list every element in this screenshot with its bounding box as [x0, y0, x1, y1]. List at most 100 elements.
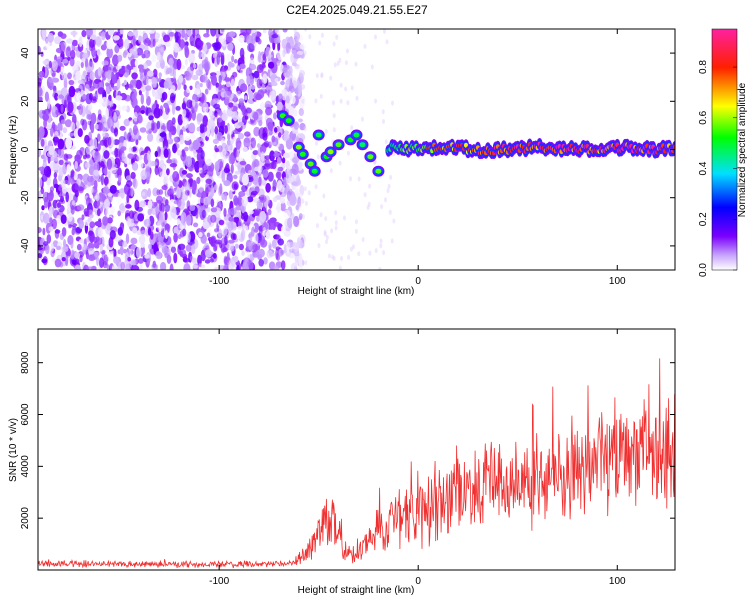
noise-cell	[259, 210, 267, 223]
noise-cell	[257, 38, 262, 45]
noise-cell	[60, 119, 66, 125]
noise-cell	[166, 119, 174, 132]
noise-cell	[94, 123, 99, 130]
noise-cell	[210, 29, 217, 37]
noise-cell	[107, 69, 112, 80]
noise-cell	[228, 189, 234, 200]
noise-cell	[123, 79, 127, 85]
noise-cell	[87, 248, 95, 255]
noise-cell	[86, 114, 92, 120]
noise-cell	[220, 29, 225, 33]
noise-cell	[238, 243, 244, 251]
noise-cell	[38, 86, 43, 97]
noise-cell	[332, 41, 336, 47]
noise-cell	[344, 86, 348, 92]
noise-cell	[269, 217, 277, 223]
noise-cell	[217, 110, 223, 116]
noise-cell	[267, 208, 272, 216]
noise-cell	[169, 185, 174, 195]
noise-cell	[241, 195, 249, 207]
snr-x-ticks: -100 0 100	[209, 329, 626, 587]
noise-cell	[159, 132, 167, 138]
noise-cell	[158, 87, 165, 93]
noise-cell	[204, 259, 211, 264]
noise-cell	[210, 185, 214, 197]
noise-cell	[130, 259, 137, 266]
noise-cell	[272, 179, 277, 192]
noise-cell	[76, 243, 82, 251]
noise-cell	[128, 146, 133, 153]
noise-cell	[193, 88, 201, 95]
noise-cell	[125, 175, 132, 181]
noise-cell	[291, 95, 296, 105]
noise-cell	[129, 120, 134, 127]
noise-cell	[282, 67, 288, 73]
noise-cell	[206, 232, 211, 238]
noise-cell	[62, 127, 68, 134]
noise-cell	[168, 32, 176, 37]
noise-cell	[38, 227, 42, 234]
noise-cell	[184, 181, 191, 192]
noise-cell	[60, 104, 64, 114]
noise-cell	[140, 93, 144, 105]
noise-cell	[222, 247, 228, 253]
noise-cell	[86, 197, 91, 207]
noise-cell	[271, 34, 279, 39]
noise-cell	[49, 186, 55, 193]
noise-cell	[202, 221, 210, 230]
noise-cell	[293, 31, 301, 41]
noise-cell	[357, 251, 361, 257]
signal-core	[367, 154, 374, 160]
noise-cell	[83, 208, 90, 216]
noise-cell	[71, 42, 76, 52]
spectrogram-x-label: Height of straight line (km)	[298, 286, 415, 297]
noise-cell	[176, 143, 180, 149]
noise-cell	[44, 91, 50, 102]
noise-cell	[349, 176, 352, 182]
noise-cell	[262, 169, 269, 178]
signal-core	[285, 118, 292, 124]
noise-cell	[198, 231, 203, 238]
noise-cell	[298, 213, 303, 220]
noise-cell	[40, 138, 45, 147]
noise-cell	[219, 67, 227, 72]
noise-cell	[269, 252, 275, 257]
noise-cell	[186, 87, 191, 94]
noise-cell	[248, 233, 252, 238]
noise-cell	[303, 50, 307, 56]
noise-cell	[189, 85, 193, 91]
noise-cell	[51, 59, 58, 72]
noise-cell	[155, 103, 159, 109]
noise-cell	[109, 106, 116, 112]
noise-cell	[107, 29, 114, 36]
noise-cell	[123, 259, 130, 270]
noise-cell	[125, 248, 133, 257]
noise-cell	[318, 40, 322, 46]
noise-cell	[276, 180, 283, 191]
noise-cell	[230, 78, 236, 91]
noise-cell	[222, 267, 226, 270]
noise-cell	[214, 228, 220, 233]
noise-cell	[163, 80, 169, 89]
colorbar-label: Normalized spectral amplitude	[737, 82, 748, 217]
noise-cell	[276, 60, 281, 66]
noise-cell	[188, 52, 196, 64]
noise-cell	[131, 162, 139, 171]
noise-cell	[107, 217, 113, 224]
noise-cell	[181, 29, 186, 38]
noise-cell	[198, 63, 204, 73]
noise-cell	[287, 217, 293, 229]
noise-cell	[63, 238, 67, 248]
noise-cell	[54, 36, 62, 45]
noise-cell	[174, 31, 179, 43]
noise-cell	[315, 140, 318, 146]
y-tick-label: -40	[20, 238, 31, 253]
noise-cell	[38, 166, 46, 172]
noise-cell	[113, 256, 120, 264]
noise-cell	[115, 95, 123, 101]
noise-cell	[392, 218, 396, 224]
noise-cell	[38, 96, 43, 102]
noise-cell	[233, 255, 239, 263]
noise-cell	[129, 127, 132, 134]
noise-cell	[198, 263, 202, 268]
